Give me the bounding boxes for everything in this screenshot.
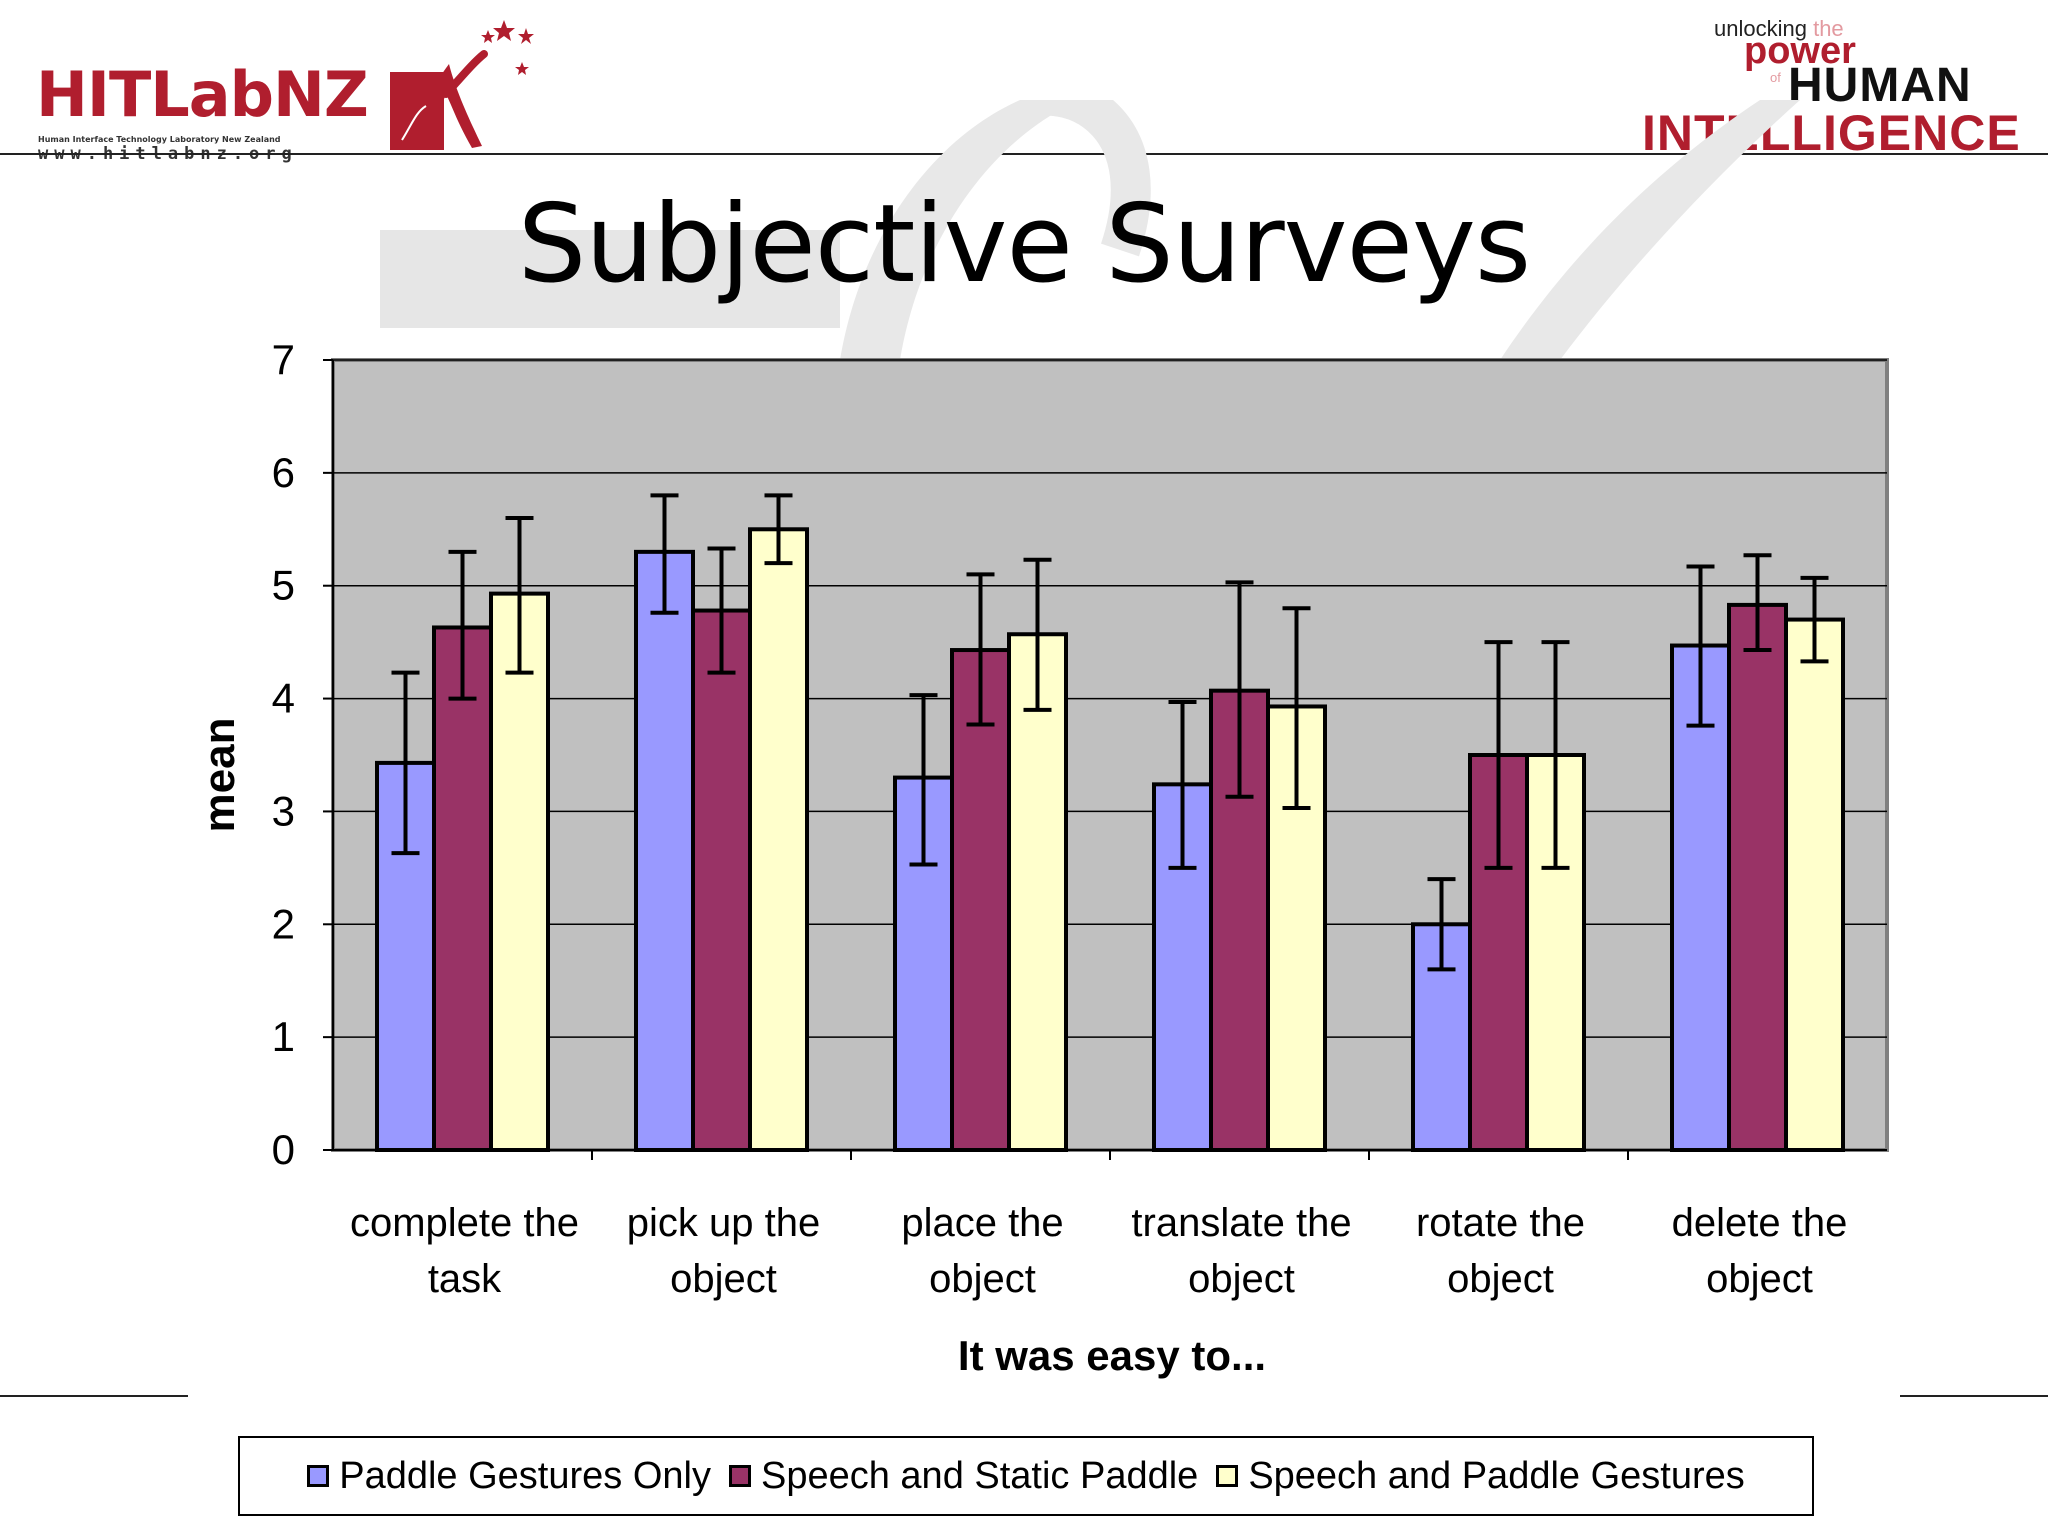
x-tick-label: object bbox=[1706, 1257, 1813, 1301]
hitlabnz-logo-wordmark: HITLabNZ bbox=[36, 58, 369, 131]
bar-chart: 0 1 2 3 4 5 6 7 mean complete the task pick up the o… bbox=[0, 320, 2048, 1440]
y-tick-label: 1 bbox=[272, 1013, 295, 1060]
legend-swatch-speech-paddle-gestures bbox=[1216, 1465, 1239, 1487]
y-tick-label: 2 bbox=[272, 900, 295, 947]
x-tick-label: task bbox=[428, 1257, 502, 1301]
slide-title: Subjective Surveys bbox=[517, 182, 1531, 307]
x-tick-label: object bbox=[1188, 1257, 1295, 1301]
legend-label: Speech and Static Paddle bbox=[760, 1454, 1199, 1497]
x-tick-label: object bbox=[1447, 1257, 1554, 1301]
plot-area bbox=[331, 358, 1889, 1152]
y-axis-label: mean bbox=[195, 718, 244, 833]
slide-header: HITLabNZ Human Interface Technology Labo… bbox=[0, 0, 2048, 163]
x-tick-label: complete the bbox=[350, 1201, 579, 1245]
legend-swatch-paddle-gestures-only bbox=[307, 1465, 330, 1487]
legend-label: Paddle Gestures Only bbox=[339, 1454, 711, 1497]
x-tick-label: translate the bbox=[1131, 1201, 1351, 1245]
legend-item: Paddle Gestures Only bbox=[307, 1455, 711, 1498]
logo-tagline-of: of bbox=[1770, 70, 1781, 85]
logo-tagline-unlocking: unlocking the bbox=[1714, 16, 1844, 41]
bar-chart-svg: 0 1 2 3 4 5 6 7 mean complete the task pick up the o… bbox=[195, 336, 1889, 1379]
x-tick-label: object bbox=[670, 1257, 777, 1301]
legend-label: Speech and Paddle Gestures bbox=[1248, 1454, 1745, 1497]
bar bbox=[1727, 602, 1788, 1152]
bar bbox=[489, 591, 550, 1153]
x-tick-label: rotate the bbox=[1416, 1201, 1585, 1245]
human-intelligence-logo: unlocking the power of HUMAN INTELLIGENC… bbox=[1640, 14, 2040, 158]
logo-tagline-human: HUMAN bbox=[1788, 59, 1972, 112]
y-tick-label: 7 bbox=[272, 336, 295, 383]
y-tick-label: 3 bbox=[272, 787, 295, 834]
y-tick-label: 5 bbox=[272, 562, 295, 609]
legend-item: Speech and Paddle Gestures bbox=[1216, 1454, 1745, 1498]
header-divider bbox=[0, 153, 2048, 155]
bar bbox=[1784, 617, 1845, 1153]
bar bbox=[432, 625, 493, 1152]
y-tick-label: 0 bbox=[272, 1126, 295, 1173]
logo-tagline-power: power bbox=[1744, 30, 1856, 72]
hitlabnz-logo-subtitle: Human Interface Technology Laboratory Ne… bbox=[38, 135, 281, 144]
x-axis-label: It was easy to... bbox=[958, 1332, 1266, 1379]
x-tick-label: object bbox=[929, 1257, 1036, 1301]
footer-divider-left bbox=[0, 1395, 188, 1397]
x-tick-label: delete the bbox=[1672, 1201, 1848, 1245]
chart-legend: Paddle Gestures Only Speech and Static P… bbox=[238, 1436, 1814, 1516]
bar bbox=[691, 608, 752, 1152]
hitlabnz-logo: HITLabNZ Human Interface Technology Labo… bbox=[36, 14, 556, 163]
footer-divider-right bbox=[1900, 1395, 2048, 1397]
bar bbox=[1007, 632, 1068, 1152]
legend-swatch-speech-static-paddle bbox=[728, 1465, 751, 1487]
bar bbox=[748, 527, 809, 1153]
x-tick-label: place the bbox=[901, 1201, 1063, 1245]
bar bbox=[634, 549, 695, 1153]
y-tick-label: 4 bbox=[272, 675, 295, 722]
y-tick-label: 6 bbox=[272, 449, 295, 496]
legend-item: Speech and Static Paddle bbox=[728, 1454, 1199, 1498]
x-tick-label: pick up the bbox=[627, 1201, 820, 1245]
logo-tagline-intelligence: INTELLIGENCE bbox=[1642, 105, 2021, 161]
hitlabnz-figure-icon bbox=[390, 20, 534, 150]
